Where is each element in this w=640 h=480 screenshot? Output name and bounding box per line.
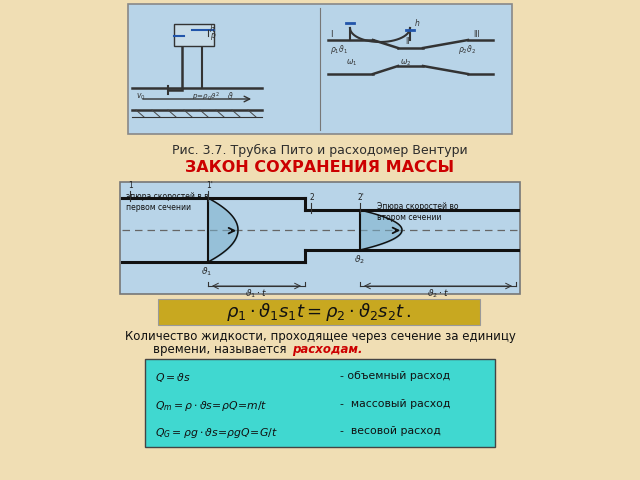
Text: $\vartheta$: $\vartheta$ [227, 90, 234, 101]
Text: 2: 2 [309, 193, 314, 202]
Text: времени, называется: времени, называется [153, 343, 290, 356]
Text: $\vartheta_1$: $\vartheta_1$ [202, 265, 212, 277]
Text: - объемный расход: - объемный расход [340, 371, 451, 381]
Text: -  весовой расход: - весовой расход [340, 426, 441, 436]
Text: III: III [473, 30, 480, 39]
Text: $Q_m = \rho \cdot \vartheta s\!=\!\rho Q\!=\!m/t$: $Q_m = \rho \cdot \vartheta s\!=\!\rho Q… [155, 399, 268, 413]
Text: расходам.: расходам. [292, 343, 362, 356]
Text: эпюра скоростей в в
первом сечении: эпюра скоростей в в первом сечении [126, 192, 209, 212]
Text: h: h [210, 25, 215, 34]
Text: $Q_G = \rho g \cdot \vartheta s\!=\!\rho g Q\!=\!G/t$: $Q_G = \rho g \cdot \vartheta s\!=\!\rho… [155, 426, 278, 440]
Text: $\omega_2$: $\omega_2$ [400, 57, 412, 68]
Text: Эпюра скоростей во
втором сечении: Эпюра скоростей во втором сечении [377, 202, 458, 222]
Text: $\rho_2\vartheta_2$: $\rho_2\vartheta_2$ [458, 43, 476, 56]
Text: p: p [210, 31, 215, 40]
Text: $\rho_1 \cdot \vartheta_1 s_1 t = \rho_2 \cdot \vartheta_2 s_2 t\,.$: $\rho_1 \cdot \vartheta_1 s_1 t = \rho_2… [227, 301, 412, 323]
Text: II: II [405, 37, 410, 46]
Text: 2': 2' [358, 193, 365, 202]
Text: $\vartheta_2$: $\vartheta_2$ [353, 253, 365, 265]
Text: $v_0$: $v_0$ [136, 92, 146, 103]
Text: ЗАКОН СОХРАНЕНИЯ МАССЫ: ЗАКОН СОХРАНЕНИЯ МАССЫ [186, 160, 454, 175]
Text: $\rho_1\vartheta_1$: $\rho_1\vartheta_1$ [330, 43, 348, 56]
Text: $p\!=\!\rho_0\vartheta^2$: $p\!=\!\rho_0\vartheta^2$ [192, 90, 220, 103]
Text: $Q = \vartheta s$: $Q = \vartheta s$ [155, 371, 191, 384]
Text: I: I [330, 30, 333, 39]
Text: -  массовый расход: - массовый расход [340, 399, 451, 409]
Bar [128, 4, 512, 134]
Bar [174, 24, 214, 46]
Text: Количество жидкости, проходящее через сечение за единицу: Количество жидкости, проходящее через се… [125, 330, 515, 343]
Text: 1: 1 [128, 181, 132, 190]
Text: 1': 1' [206, 181, 213, 190]
Bar [145, 359, 495, 447]
Bar [158, 299, 480, 325]
Text: $\omega_1$: $\omega_1$ [346, 57, 357, 68]
Text: $\vartheta_1 \cdot t$: $\vartheta_1 \cdot t$ [246, 288, 268, 300]
Text: Рис. 3.7. Трубка Пито и расходомер Вентури: Рис. 3.7. Трубка Пито и расходомер Венту… [172, 144, 468, 157]
Bar [120, 182, 520, 294]
Text: h: h [415, 19, 420, 28]
Text: $\vartheta_2 \cdot t$: $\vartheta_2 \cdot t$ [427, 288, 449, 300]
